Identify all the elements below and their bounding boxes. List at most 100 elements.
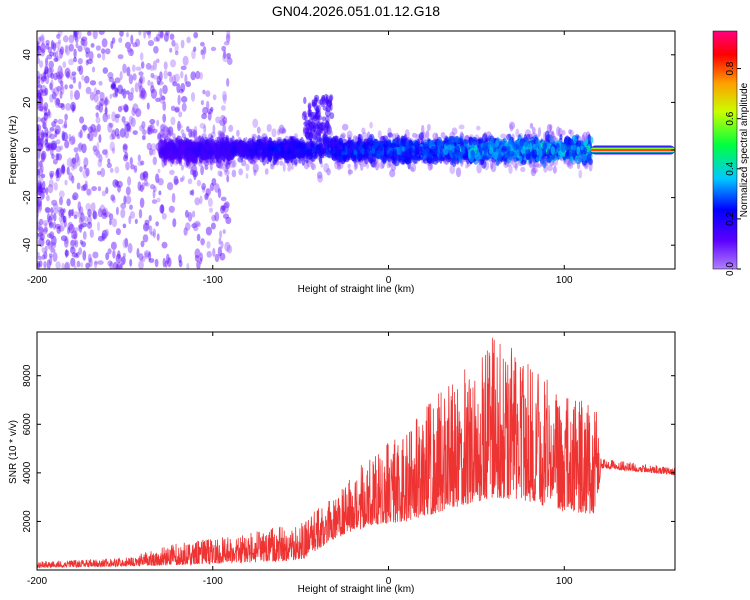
- spectrogram-cell: [77, 131, 82, 138]
- spectrogram-cell: [200, 151, 204, 157]
- spectrogram-cell: [202, 186, 206, 193]
- spectrogram-cell: [38, 260, 43, 268]
- spectrogram-cell: [542, 153, 549, 160]
- spectrogram-cell: [252, 118, 259, 128]
- spectrogram-cell: [324, 93, 328, 103]
- spectrogram-cell: [203, 124, 207, 134]
- spectrogram-cell: [326, 141, 331, 148]
- spectrogram-cell: [124, 237, 129, 248]
- spectrogram-cell: [158, 31, 164, 38]
- spectrogram-cell: [180, 82, 186, 92]
- spectrogram-cell: [150, 88, 157, 100]
- spectrogram-cell: [196, 260, 201, 269]
- colorbar-tick-label: 0.8: [725, 61, 736, 75]
- spectrogram-cell: [49, 173, 54, 180]
- spectrogram-cell: [49, 256, 53, 266]
- spectrogram-cell: [165, 31, 170, 37]
- spectrogram-cell: [115, 228, 121, 236]
- spectrogram-cell: [149, 225, 153, 235]
- spectrogram-cell: [62, 132, 68, 142]
- spectrogram-cell: [290, 165, 294, 170]
- spectrogram-cell: [58, 190, 65, 199]
- spectrogram-cell: [64, 238, 69, 248]
- spectrogram-cell: [389, 169, 396, 178]
- spectrogram-cell: [254, 147, 258, 157]
- spectrogram-cell: [587, 133, 591, 144]
- spectrogram-cell: [46, 111, 52, 119]
- spectrogram-cell: [576, 140, 582, 148]
- spectrogram-cell: [64, 141, 70, 148]
- spectrogram-cell: [37, 45, 42, 51]
- snr-frame: [36, 331, 676, 571]
- spectrogram-cell: [282, 162, 286, 172]
- spectrogram-cell: [177, 124, 183, 129]
- spectrogram-cell: [211, 142, 216, 154]
- spectrogram-cell: [172, 136, 178, 142]
- spectrogram-cell: [220, 196, 227, 202]
- spectrogram-cell: [40, 129, 45, 140]
- spectrogram-cell: [79, 116, 85, 124]
- spectrogram-cell: [432, 132, 439, 140]
- spectrogram-cell: [549, 134, 553, 141]
- spectrogram-cell: [45, 207, 51, 214]
- spectrogram-cell: [159, 134, 163, 144]
- spectrogram-cell: [73, 31, 77, 38]
- spectrogram-cell: [190, 153, 197, 164]
- spectrogram-cell: [223, 41, 230, 46]
- spectrogram-cell: [300, 137, 304, 144]
- spectrogram-cell: [111, 218, 117, 228]
- spectrogram-cell: [70, 239, 77, 247]
- spectrogram-cell: [60, 85, 65, 95]
- spectrogram-cell: [37, 79, 41, 88]
- spectrogram-cell: [47, 184, 54, 194]
- spectrogram-cell: [98, 80, 103, 86]
- spectrogram-cell: [129, 211, 136, 219]
- spectrogram-cell: [583, 147, 587, 155]
- spectrogram-cell: [42, 121, 46, 130]
- spectrogram-cell: [53, 118, 58, 124]
- spectrogram-cell: [45, 187, 49, 196]
- spectrogram-cell: [44, 112, 49, 117]
- spectrogram-cell: [144, 219, 150, 226]
- spectrogram-cell: [193, 171, 197, 181]
- spectrogram-cell: [126, 122, 131, 132]
- spectrogram-cell: [185, 156, 190, 165]
- spectrogram-cell: [157, 140, 164, 150]
- spectrogram-cell: [60, 84, 64, 91]
- spectrogram-cell: [150, 72, 155, 79]
- spectrogram-cell: [93, 125, 99, 133]
- spectrogram-cell: [217, 161, 223, 169]
- spectrogram-cell: [81, 74, 85, 81]
- spectrogram-cell: [314, 97, 318, 104]
- spectrogram-cell: [127, 243, 133, 254]
- spectrogram-cell: [199, 252, 203, 262]
- spectrogram-cell: [57, 70, 64, 80]
- spectrogram-cell: [228, 124, 234, 132]
- spectrogram-cell: [578, 169, 583, 179]
- spectrogram-cell: [509, 121, 515, 130]
- spectrogram-cell: [144, 252, 149, 259]
- spectrogram-cell: [37, 148, 41, 159]
- spectrogram-cell: [207, 197, 213, 207]
- spectrogram-cell: [112, 92, 118, 98]
- spectrogram-cell: [322, 106, 329, 111]
- spectrogram-cell: [423, 147, 430, 156]
- spectrogram-cell: [92, 251, 99, 259]
- spectrogram-cell: [40, 164, 44, 174]
- spectrogram-cell: [120, 202, 127, 209]
- spectrogram-cell: [120, 105, 125, 111]
- spectrogram-cell: [39, 181, 44, 187]
- spectrogram-cell: [178, 260, 183, 268]
- spectrogram-cell: [61, 262, 65, 269]
- spectrogram-cell: [45, 57, 49, 66]
- spectrogram-cell: [64, 261, 71, 269]
- spectrogram-cell: [318, 126, 322, 138]
- spectrogram-cell: [117, 184, 121, 193]
- spectrogram-cell: [98, 31, 105, 36]
- spectrogram-cell: [101, 190, 106, 197]
- spectrogram-cell: [171, 132, 176, 138]
- spectrogram-cell: [82, 169, 89, 179]
- spectrogram-cell: [70, 257, 76, 267]
- spectrogram-cell: [92, 209, 97, 220]
- spectrogram-cell: [63, 220, 67, 228]
